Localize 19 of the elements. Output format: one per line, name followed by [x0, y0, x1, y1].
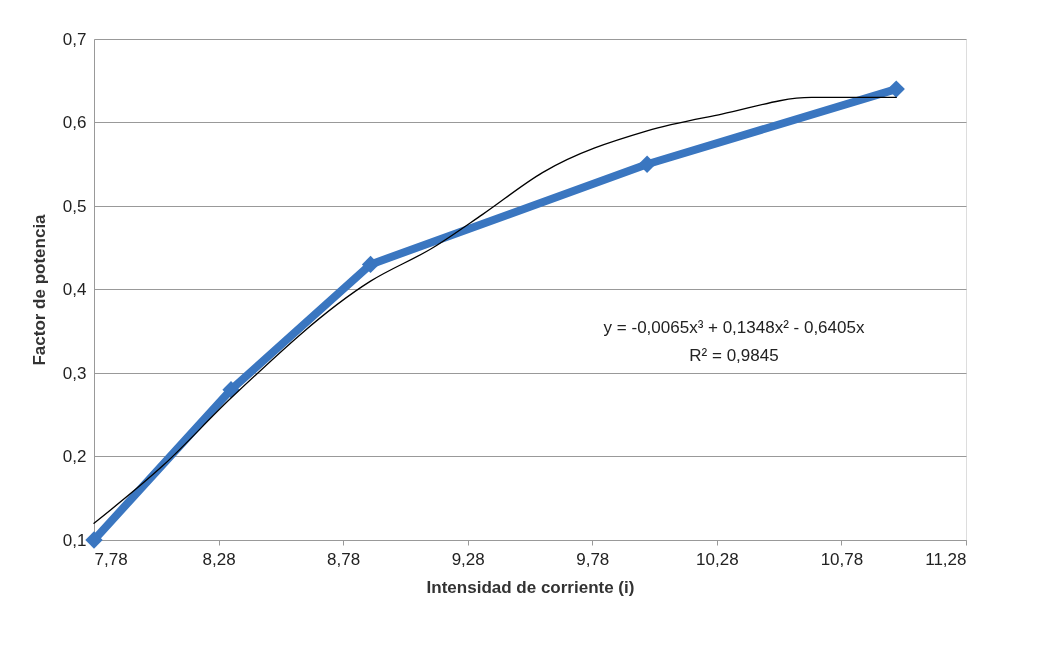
x-tick-label: 10,28 — [696, 549, 739, 569]
y-tick-label: 0,3 — [62, 363, 87, 383]
y-tick-label: 0,7 — [62, 29, 87, 49]
x-tick-label: 10,78 — [820, 549, 864, 569]
y-tick-label: 0,2 — [62, 447, 87, 466]
y-tick-label: 0,6 — [62, 113, 87, 132]
x-tick-label: 7,78 — [94, 549, 128, 569]
x-tick-label: 8,78 — [327, 549, 361, 569]
y-tick-label: 0,4 — [62, 280, 87, 299]
y-tick-label: 0,1 — [62, 530, 87, 550]
x-tick-label: 9,28 — [451, 549, 485, 569]
annotation: y = -0,0065x³ + 0,1348x² - 0,6405x — [603, 318, 865, 337]
x-tick-label: 8,28 — [202, 549, 236, 569]
y-axis-title: Factor de potencia — [29, 213, 49, 366]
x-tick-label: 11,28 — [925, 549, 967, 569]
x-tick-label: 9,78 — [576, 549, 610, 569]
x-axis-title: Intensidad de corriente (i) — [426, 577, 635, 597]
annotation: R² = 0,9845 — [689, 346, 779, 365]
y-tick-label: 0,5 — [62, 196, 87, 216]
